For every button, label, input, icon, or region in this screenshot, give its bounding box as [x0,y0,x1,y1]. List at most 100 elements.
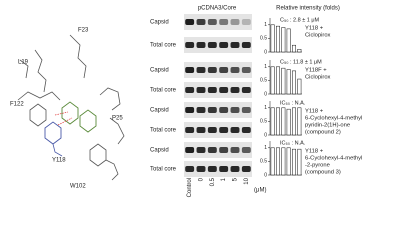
blot-band [196,107,206,113]
bar [281,27,286,53]
blot-band [207,19,217,25]
chart-label: Y118 + [305,149,324,155]
blot-band [219,127,229,133]
blot-band [207,107,217,113]
blot-band [185,166,195,172]
chart-annotation: C₅₀ : 11.8 ± 1 μM [280,59,322,65]
blot-band [219,147,229,153]
blot-band [241,87,251,93]
bar [286,108,291,136]
y-tick-label: 0.5 [260,36,267,42]
charts-header: Relative intensity (folds) [276,6,340,12]
bar [286,28,291,53]
bar [297,78,302,95]
blot-band [196,67,206,73]
blot-band [207,67,217,73]
blot-row-label: Capsid [150,148,169,154]
bar [276,66,280,95]
blot-band [241,42,251,48]
blot-row-label: Total core [150,167,177,173]
molecule-structure [17,34,125,181]
y-tick-label: 0 [264,132,267,138]
blot-band [230,127,240,133]
bar [297,107,302,136]
blot-band [219,107,229,113]
blot-band [230,147,240,153]
residue-label: F23 [78,28,89,34]
blot-background [184,14,252,30]
bar [297,49,302,53]
residue-label: Y118 [52,158,66,164]
blot-lane-label: 1 [221,177,227,181]
blot-band [196,87,206,93]
blot-band [219,87,229,93]
y-tick-label: 1 [264,145,267,151]
chart-label: Y118 + [305,26,324,32]
blot-band [196,19,206,25]
blot-band [196,166,206,172]
blot-band [185,147,195,153]
chart-label: (compound 3) [305,170,341,176]
blot-background [184,122,252,138]
blot-band [207,42,217,48]
blot-band [185,107,195,113]
blot-band [207,166,217,172]
figure: L19 F23 F122 Y118 P25 W102 pCDNA3/Core Capsid T… [10,6,362,198]
bar [297,148,302,176]
blot-row-label: Capsid [150,68,169,74]
bar [276,107,280,136]
blot-band [207,87,217,93]
bar [292,70,296,95]
blot-lane-label: 0.5 [210,177,216,186]
bar [276,147,280,176]
chart-label: Ciclopirox [305,75,331,81]
blot-row-label: Total core [150,43,177,49]
blot-band [219,42,229,48]
blot-row-label: Total core [150,88,177,94]
bar [276,25,280,53]
blot-band [241,107,251,113]
blot-background [184,62,252,78]
bar [286,147,291,176]
blot-background [184,142,252,158]
chart-label: pyridin-2(1H)-one [305,123,350,129]
y-tick-label: 0.5 [260,119,267,125]
y-tick-label: 0 [264,91,267,97]
blot-lane-label: 0 [199,177,205,181]
bar [281,147,286,176]
blot-row-label: Capsid [150,108,169,114]
blot-band [241,19,251,25]
chart-label: 6-Cyclohexyl-4-methyl [305,156,362,162]
blot-band [230,107,240,113]
blot-row-label: Capsid [150,20,169,26]
y-tick-label: 0.5 [260,159,267,165]
chart-label: Y118F + [305,68,327,74]
blot-band [196,147,206,153]
blot-row-label: Total core [150,128,177,134]
bar [270,24,275,53]
residue-label: F122 [10,102,24,108]
y-tick-label: 0 [264,172,267,178]
blot-band [196,127,206,133]
blot-title: pCDNA3/Core [198,6,237,12]
y-tick-label: 0 [264,49,267,55]
blot-lane-label: Control [187,178,193,197]
residue-label: W102 [70,184,86,190]
blot-background [184,161,252,177]
blot-background [184,102,252,118]
chart-annotation: C₅₀ : 2.8 ± 1 μM [280,17,320,23]
bar [292,148,296,176]
blot-band [207,127,217,133]
blot-band [219,67,229,73]
blot-band [196,42,206,48]
residue-label: L19 [18,60,29,66]
blot-band [185,19,195,25]
blot-band [241,147,251,153]
blot-band [185,42,195,48]
blot-band [230,42,240,48]
blot-band [219,19,229,25]
chart-label: Y118 + [305,109,324,115]
bar [270,107,275,136]
bar [270,147,275,176]
chart-label: -2-pyrone [305,163,330,169]
